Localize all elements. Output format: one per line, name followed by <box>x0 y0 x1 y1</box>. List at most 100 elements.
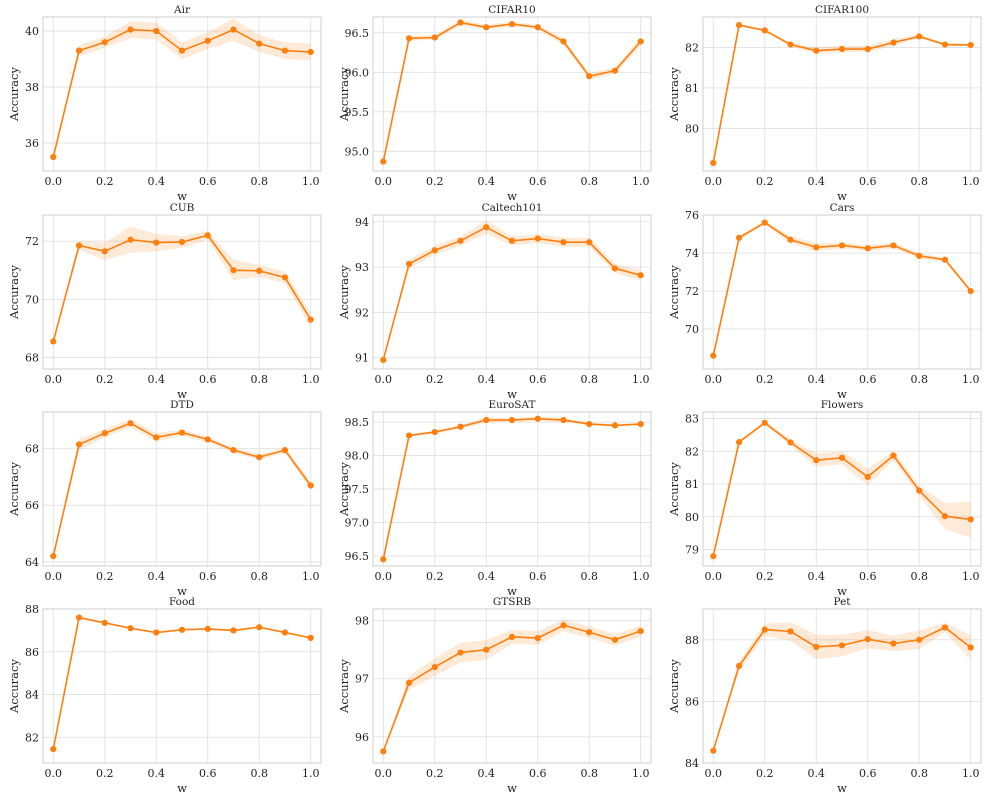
panel-eurosat-ytick-label-0: 96.5 <box>345 550 370 563</box>
panel-pet-point-2 <box>761 626 768 633</box>
panel-cars-plot-frame <box>702 214 982 370</box>
panel-air-point-3 <box>127 26 134 33</box>
panel-cifar100-ytick-label-0: 80 <box>685 122 699 135</box>
panel-caltech101-point-0 <box>380 356 387 364</box>
panel-cub-point-5 <box>178 238 186 246</box>
panel-flowers-xtick-label-2: 0.4 <box>808 570 826 583</box>
panel-eurosat-xtick-label-2: 0.4 <box>478 570 496 583</box>
panel-cifar100-point-2 <box>761 27 768 34</box>
panel-air-point-4 <box>153 27 160 35</box>
panel-air-point-0 <box>50 153 57 161</box>
panel-caltech101-point-4 <box>483 224 490 231</box>
panel-air-point-6 <box>204 37 211 44</box>
panel-flowers-point-8 <box>916 487 923 494</box>
panel-caltech101-point-1 <box>405 260 413 268</box>
panel-cifar100-point-10 <box>967 41 974 49</box>
panel-caltech101-point-9 <box>611 265 619 272</box>
panel-eurosat-xtick-label-5: 1.0 <box>632 570 650 583</box>
panel-cifar10-point-0 <box>380 158 387 165</box>
panel-caltech101-ytick-label-3: 94 <box>355 216 369 229</box>
panel-food-ytick-label-3: 88 <box>25 603 39 616</box>
panel-cifar100-xtick-label-5: 1.0 <box>962 175 980 188</box>
panel-cub-ylabel: Accuracy <box>7 265 21 320</box>
panel-food-xlabel: w <box>177 781 187 795</box>
panel-air-point-10 <box>307 48 314 56</box>
panel-cub-point-2 <box>101 248 108 255</box>
panel-cars-confidence-band <box>713 220 971 356</box>
panel-eurosat-ylabel: Accuracy <box>337 462 351 517</box>
panel-food-ylabel: Accuracy <box>7 659 21 714</box>
panel-eurosat-point-3 <box>457 423 464 430</box>
panel-dtd-point-0 <box>50 553 57 560</box>
panel-cub-ytick-label-2: 72 <box>25 235 39 248</box>
panel-cub-point-1 <box>75 242 83 249</box>
panel-caltech101-point-6 <box>534 235 541 242</box>
panel-pet-xtick-label-2: 0.4 <box>808 767 826 780</box>
panel-cars-point-9 <box>941 256 949 263</box>
panel-cifar100-ylabel: Accuracy <box>667 67 681 122</box>
panel-eurosat-ytick-label-2: 97.5 <box>345 483 370 496</box>
panel-cifar100-point-3 <box>787 41 794 48</box>
panel-cifar10-xtick-label-0: 0.0 <box>375 175 393 188</box>
panel-pet-point-9 <box>941 624 949 631</box>
panel-food-plot-frame <box>42 608 322 764</box>
panel-cifar10-point-7 <box>560 38 567 45</box>
panel-cub-xtick-label-1: 0.2 <box>96 373 114 386</box>
panel-dtd-xtick-label-2: 0.4 <box>148 570 166 583</box>
panel-food-xtick-label-1: 0.2 <box>96 767 114 780</box>
panel-caltech101-point-3 <box>457 237 464 244</box>
panel-cifar10-point-4 <box>483 24 490 31</box>
panel-eurosat-point-6 <box>534 415 541 422</box>
panel-food-xtick-label-2: 0.4 <box>148 767 166 780</box>
panel-cifar10: 0.0 0.2 0.4 0.6 0.8 1.0 95.0 95.5 96.0 96.5 CIFAR1… <box>337 4 652 203</box>
panel-pet-ytick-label-2: 88 <box>685 634 699 647</box>
panel-cifar10-point-3 <box>457 19 464 26</box>
panel-cifar10-point-9 <box>611 67 619 74</box>
panel-pet-ytick-label-0: 84 <box>685 757 699 770</box>
panel-cub-xlabel: w <box>177 387 187 401</box>
panel-cub-xtick-label-5: 1.0 <box>302 373 320 386</box>
panel-caltech101-point-8 <box>586 239 593 246</box>
panel-flowers-point-10 <box>967 516 974 523</box>
panel-cifar10-xlabel: w <box>507 189 517 203</box>
panel-pet-point-3 <box>787 628 794 635</box>
panel-eurosat-xtick-label-1: 0.2 <box>426 570 444 583</box>
panel-caltech101-ytick-label-0: 91 <box>355 352 369 365</box>
panel-air-ytick-label-2: 40 <box>25 25 39 38</box>
panel-caltech101-xtick-label-2: 0.4 <box>478 373 496 386</box>
panel-dtd-point-6 <box>204 436 211 443</box>
panel-flowers-xtick-label-5: 1.0 <box>962 570 980 583</box>
panel-flowers-title: Flowers <box>821 399 864 411</box>
panel-cub-point-4 <box>153 239 160 246</box>
panel-gtsrb-ylabel: Accuracy <box>337 659 351 714</box>
panel-pet-point-5 <box>838 642 846 649</box>
panel-dtd-xtick-label-3: 0.6 <box>199 570 217 583</box>
panel-cifar10-ytick-label-1: 95.5 <box>345 106 370 119</box>
panel-flowers-point-6 <box>864 473 871 480</box>
panel-cifar10-ylabel: Accuracy <box>337 67 351 122</box>
panel-cars-xtick-label-4: 0.8 <box>910 373 928 386</box>
panel-caltech101-series-line <box>382 226 641 361</box>
panel-pet-point-0 <box>710 747 717 754</box>
panel-eurosat-point-4 <box>483 416 490 424</box>
panel-pet-xtick-label-5: 1.0 <box>962 767 980 780</box>
panel-eurosat-point-7 <box>560 416 567 424</box>
panel-cifar100-point-4 <box>813 47 820 54</box>
panel-food-point-4 <box>153 629 160 636</box>
panel-flowers-ytick-label-3: 82 <box>685 445 699 458</box>
panel-flowers-point-3 <box>787 439 794 446</box>
panel-gtsrb-xtick-label-2: 0.4 <box>478 767 496 780</box>
panel-flowers-xtick-label-3: 0.6 <box>859 570 877 583</box>
panel-gtsrb-ytick-label-2: 98 <box>355 615 369 628</box>
panel-flowers-ytick-label-1: 80 <box>685 511 699 524</box>
panel-gtsrb-point-3 <box>457 649 464 656</box>
panel-air-point-5 <box>178 47 186 54</box>
panel-gtsrb-title: GTSRB <box>493 596 531 608</box>
panel-pet-xtick-label-0: 0.0 <box>705 767 723 780</box>
panel-air-xtick-label-0: 0.0 <box>45 175 63 188</box>
panel-air-point-8 <box>256 40 263 47</box>
panel-flowers-point-1 <box>735 439 743 446</box>
panel-cifar100-title: CIFAR100 <box>815 4 869 16</box>
panel-food-point-8 <box>256 624 263 631</box>
